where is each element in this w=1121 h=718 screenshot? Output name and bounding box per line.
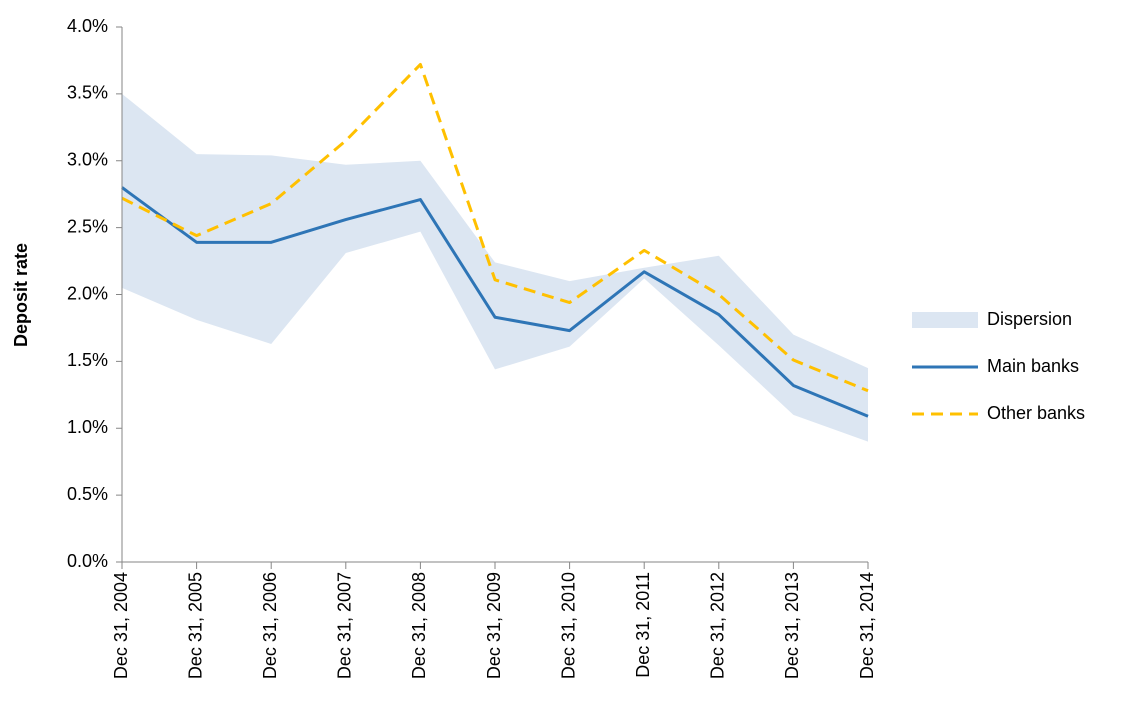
- x-tick-label: Dec 31, 2014: [857, 572, 877, 679]
- x-tick-label: Dec 31, 2012: [708, 572, 728, 679]
- y-tick-label: 0.0%: [67, 551, 108, 571]
- x-tick-label: Dec 31, 2006: [260, 572, 280, 679]
- x-tick-label: Dec 31, 2011: [633, 572, 653, 678]
- y-tick-label: 1.5%: [67, 350, 108, 370]
- y-axis-label: Deposit rate: [11, 243, 31, 347]
- series-line: [121, 186, 869, 418]
- legend-label: Dispersion: [987, 309, 1072, 329]
- y-tick-label: 2.0%: [67, 283, 108, 303]
- x-tick-label: Dec 31, 2008: [409, 572, 429, 679]
- x-tick-label: Dec 31, 2009: [484, 572, 504, 679]
- y-tick-label: 1.0%: [67, 417, 108, 437]
- x-tick-label: Dec 31, 2004: [111, 572, 131, 679]
- x-tick-label: Dec 31, 2010: [558, 572, 578, 679]
- y-tick-label: 3.5%: [67, 83, 108, 103]
- y-tick-label: 4.0%: [67, 16, 108, 36]
- dispersion-band: [122, 93, 868, 442]
- legend-label: Main banks: [987, 356, 1079, 376]
- legend-label: Other banks: [987, 403, 1085, 423]
- x-tick-label: Dec 31, 2007: [335, 572, 355, 679]
- y-tick-label: 2.5%: [67, 216, 108, 236]
- legend-swatch: [912, 312, 978, 328]
- y-tick-label: 0.5%: [67, 484, 108, 504]
- x-tick-label: Dec 31, 2013: [782, 572, 802, 679]
- series-line: [121, 62, 869, 393]
- y-tick-label: 3.0%: [67, 150, 108, 170]
- x-tick-label: Dec 31, 2005: [185, 572, 205, 679]
